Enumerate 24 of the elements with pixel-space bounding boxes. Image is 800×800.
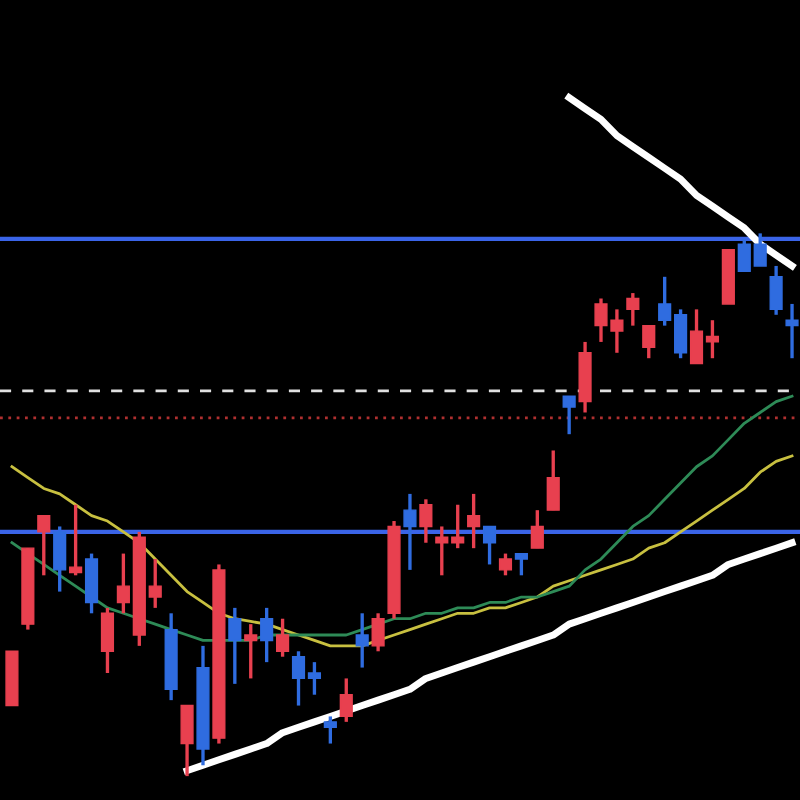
candlestick bbox=[514, 551, 528, 577]
candlestick bbox=[626, 291, 640, 328]
candlestick bbox=[37, 513, 51, 577]
candlestick bbox=[228, 606, 242, 686]
candlestick bbox=[100, 606, 115, 675]
candlestick bbox=[498, 551, 513, 577]
candlestick bbox=[323, 714, 337, 746]
candlestick bbox=[244, 622, 258, 681]
candlestick bbox=[546, 448, 560, 512]
candlestick bbox=[339, 676, 353, 724]
candlestick bbox=[530, 508, 544, 550]
candlestick bbox=[562, 394, 576, 436]
candlestick bbox=[785, 302, 799, 360]
candlestick bbox=[276, 617, 290, 659]
candlestick bbox=[69, 503, 83, 577]
candlestick bbox=[260, 606, 274, 664]
candlestick bbox=[419, 497, 433, 545]
candlestick bbox=[769, 264, 783, 317]
candlestick bbox=[467, 492, 481, 550]
candlestick bbox=[355, 611, 369, 670]
candlestick bbox=[84, 551, 99, 615]
candlestick bbox=[642, 323, 656, 360]
candlestick bbox=[371, 611, 385, 653]
candlestick bbox=[180, 703, 194, 778]
